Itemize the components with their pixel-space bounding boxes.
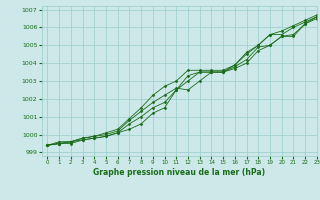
X-axis label: Graphe pression niveau de la mer (hPa): Graphe pression niveau de la mer (hPa) — [93, 168, 265, 177]
